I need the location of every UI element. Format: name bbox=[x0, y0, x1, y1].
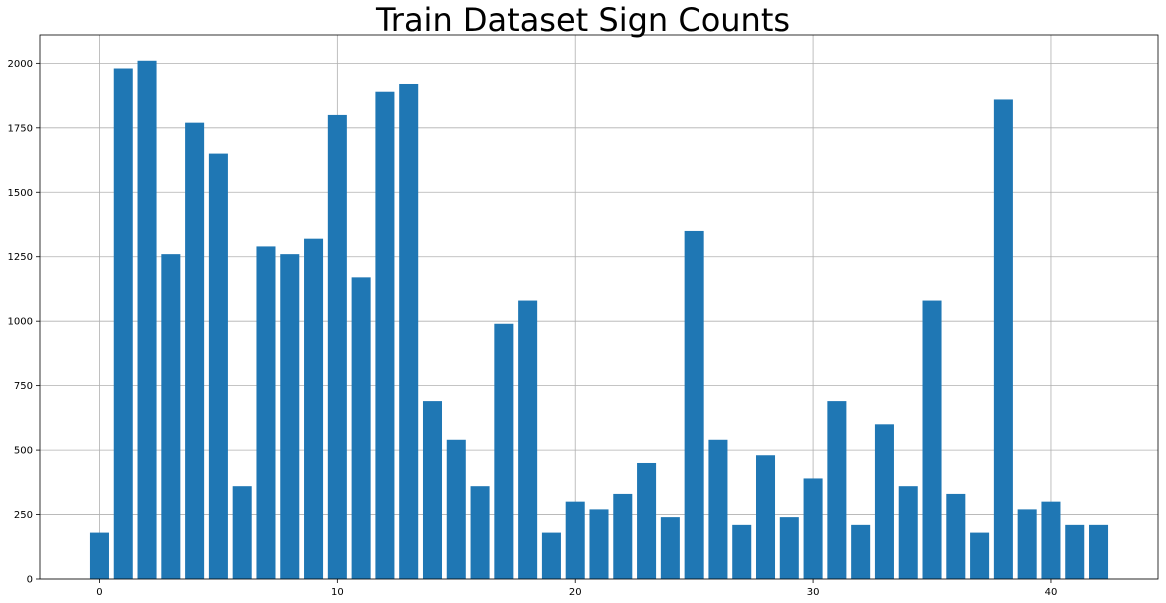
bar-layer bbox=[89, 60, 1109, 580]
bar bbox=[304, 238, 324, 579]
chart-title: Train Dataset Sign Counts bbox=[375, 1, 791, 39]
bar bbox=[351, 277, 371, 579]
y-tick-label: 250 bbox=[14, 510, 33, 521]
bar bbox=[898, 486, 918, 579]
x-tick-label: 0 bbox=[96, 587, 102, 598]
bar bbox=[755, 455, 776, 579]
bar bbox=[660, 517, 680, 579]
bar bbox=[327, 114, 347, 580]
bar bbox=[993, 99, 1013, 579]
y-tick-label: 1750 bbox=[8, 123, 33, 134]
x-tick-label: 20 bbox=[569, 587, 582, 598]
bar bbox=[732, 524, 752, 579]
bar bbox=[113, 68, 133, 579]
x-tick-label: 10 bbox=[331, 587, 344, 598]
y-tick-label: 1000 bbox=[8, 317, 33, 328]
bar bbox=[684, 230, 704, 580]
bar bbox=[375, 91, 395, 579]
bar bbox=[399, 83, 419, 579]
bar bbox=[946, 493, 966, 579]
bar bbox=[827, 401, 847, 579]
bar bbox=[1065, 524, 1085, 579]
bar bbox=[637, 462, 657, 579]
y-tick-label: 1500 bbox=[8, 188, 33, 199]
bar bbox=[1089, 524, 1109, 579]
bar bbox=[280, 254, 300, 580]
bar bbox=[565, 501, 585, 579]
bar bbox=[256, 246, 276, 579]
axes-frame bbox=[39, 34, 1159, 580]
bar bbox=[494, 323, 514, 579]
bar bbox=[922, 300, 942, 579]
y-tick-label: 2000 bbox=[8, 59, 33, 70]
y-tick-label: 0 bbox=[27, 575, 33, 586]
bar bbox=[446, 439, 466, 579]
bar bbox=[541, 532, 561, 579]
bar bbox=[422, 401, 443, 579]
bar bbox=[470, 486, 490, 579]
y-tick-label: 750 bbox=[14, 381, 33, 392]
bar bbox=[851, 524, 871, 579]
x-tick-label: 40 bbox=[1045, 587, 1058, 598]
y-tick-label: 500 bbox=[14, 446, 33, 457]
bar bbox=[232, 486, 252, 579]
bar bbox=[161, 254, 181, 580]
bar bbox=[1041, 501, 1061, 579]
axis-layer: 0 10 20 30 40 0 250 500 750 1000 1250 1500 1750 2000 bbox=[8, 34, 1159, 598]
grid-layer bbox=[40, 35, 1158, 580]
bar bbox=[589, 509, 609, 579]
bar bbox=[89, 532, 109, 579]
bar bbox=[518, 300, 538, 579]
bar bbox=[708, 439, 728, 579]
bar bbox=[779, 517, 799, 579]
bar bbox=[874, 424, 894, 579]
bar bbox=[970, 532, 990, 579]
bar bbox=[803, 478, 823, 579]
bar bbox=[208, 153, 228, 579]
bar bbox=[185, 122, 205, 580]
x-tick-label: 30 bbox=[807, 587, 820, 598]
bar bbox=[137, 60, 157, 580]
y-tick-label: 1250 bbox=[8, 252, 33, 263]
bar bbox=[1017, 509, 1037, 579]
bar bbox=[613, 493, 633, 579]
